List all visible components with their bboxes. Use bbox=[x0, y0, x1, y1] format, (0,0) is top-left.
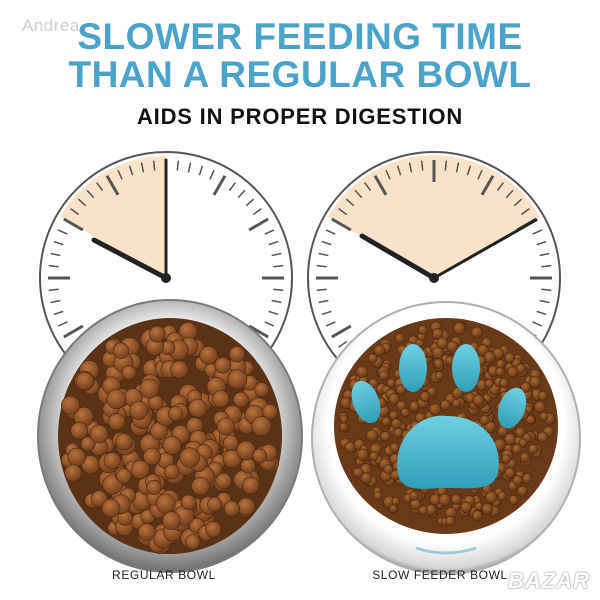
slow-feeder-bowl-image bbox=[311, 301, 581, 575]
brand-watermark: BAZAR bbox=[508, 568, 590, 593]
subheading: AIDS IN PROPER DIGESTION bbox=[136, 104, 464, 129]
paw-shape bbox=[351, 344, 527, 489]
minute-hand bbox=[432, 218, 538, 280]
caption-regular-bowl: REGULAR BOWL bbox=[112, 568, 216, 582]
top-left-watermark: Andrea bbox=[22, 16, 80, 35]
regular-bowl-image bbox=[37, 299, 303, 573]
elapsed-time-wedge bbox=[60, 155, 166, 278]
headline-line-1: SLOWER FEEDING TIME bbox=[77, 16, 523, 57]
hour-hand bbox=[359, 233, 437, 281]
caption-slow-feeder: SLOW FEEDER BOWL bbox=[372, 568, 508, 582]
hour-hand bbox=[91, 237, 169, 281]
kibble-pile bbox=[60, 322, 280, 555]
headline-line-2: THAN A REGULAR BOWL bbox=[68, 54, 532, 95]
